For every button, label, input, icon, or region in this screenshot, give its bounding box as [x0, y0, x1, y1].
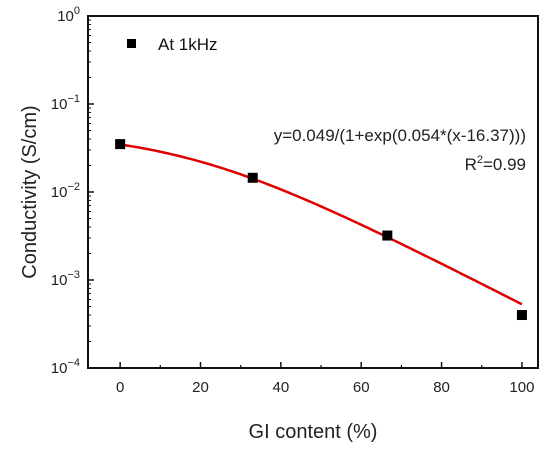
x-tick-label: 60: [353, 379, 370, 396]
r-squared: R2=0.99: [465, 154, 526, 174]
fit-curve: [119, 143, 523, 306]
data-point: [516, 310, 527, 321]
r-squared-symbol: R: [465, 155, 477, 174]
x-axis-ticks: 0 20 40 60 80 100: [116, 362, 534, 396]
fit-equation: y=0.049/(1+exp(0.054*(x-16.37))): [274, 126, 526, 145]
legend-marker: [127, 39, 136, 48]
x-tick-label: 80: [433, 379, 450, 396]
y-tick-label: 100: [57, 5, 80, 25]
x-tick-label: 100: [509, 379, 534, 396]
legend: At 1kHz: [127, 35, 218, 54]
data-point: [382, 230, 393, 241]
x-tick-label: 20: [192, 379, 209, 396]
r-squared-superscript: 2: [477, 154, 483, 166]
x-tick-label: 40: [273, 379, 290, 396]
data-points: [115, 139, 527, 321]
data-point: [115, 139, 126, 150]
plot-frame: [87, 15, 539, 369]
y-tick-label: 10−4: [51, 357, 80, 377]
y-tick-label: 10−3: [51, 269, 80, 289]
legend-label: At 1kHz: [158, 35, 218, 54]
y-axis-title: Conductivity (S/cm): [19, 105, 41, 278]
r-squared-value: =0.99: [483, 155, 526, 174]
data-point: [247, 172, 258, 183]
x-axis-title: GI content (%): [249, 421, 378, 443]
y-tick-label: 10−2: [51, 181, 80, 201]
y-tick-label: 10−1: [51, 93, 80, 113]
x-tick-label: 0: [116, 379, 124, 396]
